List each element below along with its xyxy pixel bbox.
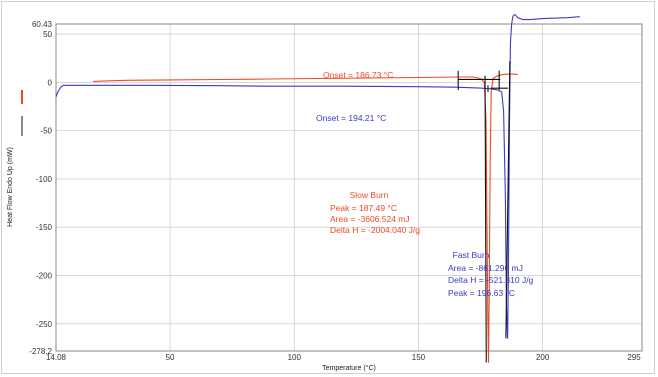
y-tick-label: 60.43: [32, 20, 53, 29]
slow-burn-peak: Peak = 187.49 °C: [330, 203, 397, 213]
x-tick-label: 200: [536, 353, 550, 362]
x-tick-label: 14.08: [46, 353, 67, 362]
y-axis-label: Heat Flow Endo Up (mW): [7, 147, 14, 227]
x-tick-label: 100: [288, 353, 302, 362]
y-tick-label: -150: [36, 223, 53, 232]
slow-burn-series-line: [93, 73, 518, 363]
x-tick-label: 295: [627, 353, 641, 362]
fast-burn-delta-h: Delta H = -521.310 J/g: [448, 275, 534, 285]
y-tick-label: -50: [40, 127, 52, 136]
y-tick-label: -278.2: [29, 347, 52, 356]
onset-tangent-lines: [457, 61, 511, 363]
y-tick-label: -100: [36, 175, 53, 184]
fast-onset-tangent: [505, 61, 511, 339]
x-tick-label: 150: [412, 353, 426, 362]
slow-onset-tangent: [484, 75, 487, 363]
fast-burn-series-line: [55, 14, 580, 339]
y-tick-label: 50: [43, 30, 52, 39]
fast-burn-area: Area = -861.296 mJ: [448, 263, 523, 273]
fast-burn-title: Fast Burn: [453, 250, 490, 260]
slow-burn-delta-h: Delta H = -2004.040 J/g: [330, 225, 420, 235]
tick-labels: 14.085010015020025029560.43500-50-100-15…: [29, 20, 641, 362]
slow-burn-area: Area = -3606.524 mJ: [330, 214, 410, 224]
fast-burn-peak: Peak = 196.63 °C: [448, 288, 515, 298]
y-tick-label: -200: [36, 271, 53, 280]
y-tick-label: -250: [36, 320, 53, 329]
onset-fast-label: Onset = 194.21 °C: [316, 113, 386, 123]
plot-area: [55, 23, 643, 352]
x-axis-label: Temperature (°C): [322, 364, 376, 372]
slow-burn-title: Slow Burn: [350, 190, 389, 200]
onset-slow-label: Onset = 186.73 °C: [323, 70, 393, 80]
x-tick-label: 50: [166, 353, 175, 362]
series-lines: [55, 14, 580, 363]
y-tick-label: 0: [48, 78, 53, 87]
